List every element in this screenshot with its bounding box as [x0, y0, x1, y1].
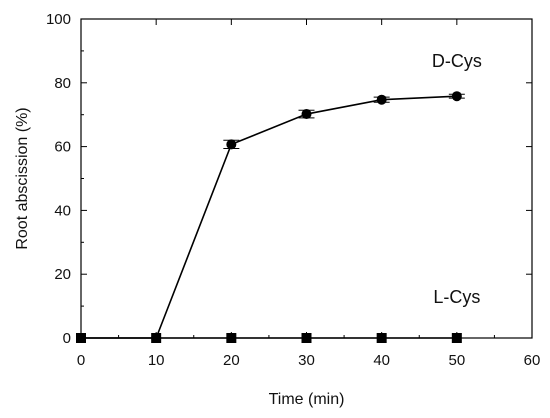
y-axis-title: Root abscission (%): [14, 107, 31, 249]
x-tick-label: 60: [524, 352, 541, 369]
x-tick-label: 10: [148, 352, 165, 369]
d-cys-label: D-Cys: [432, 51, 482, 71]
x-tick-label: 40: [373, 352, 390, 369]
l-cys-point: [301, 333, 312, 343]
d-cys-point: [451, 91, 462, 102]
l-cys-point: [451, 333, 462, 343]
d-cys-point: [151, 333, 162, 343]
d-cys-point: [76, 333, 86, 343]
y-tick-label: 80: [54, 75, 71, 92]
d-cys-point: [376, 94, 387, 105]
series-layer: D-Cys L-Cys: [76, 51, 482, 343]
l-cys-point: [226, 333, 237, 343]
x-axis-title: Time (min): [269, 391, 345, 408]
axes: 0 10 20 30 40 50 60 0 20 40 60 80 100: [46, 11, 540, 369]
d-cys-point: [301, 109, 312, 120]
l-cys-point: [376, 333, 387, 343]
x-tick-label: 30: [298, 352, 315, 369]
y-tick-label: 100: [46, 11, 71, 28]
d-cys-line: [81, 95, 457, 339]
y-tick-label: 20: [54, 266, 71, 283]
y-tick-label: 0: [63, 330, 71, 347]
d-cys-point: [226, 139, 237, 150]
y-tick-label: 40: [54, 202, 71, 219]
x-tick-label: 0: [77, 352, 85, 369]
x-tick-label: 50: [448, 352, 465, 369]
l-cys-label: L-Cys: [433, 287, 480, 307]
y-tick-label: 60: [54, 139, 71, 156]
x-tick-label: 20: [223, 352, 240, 369]
